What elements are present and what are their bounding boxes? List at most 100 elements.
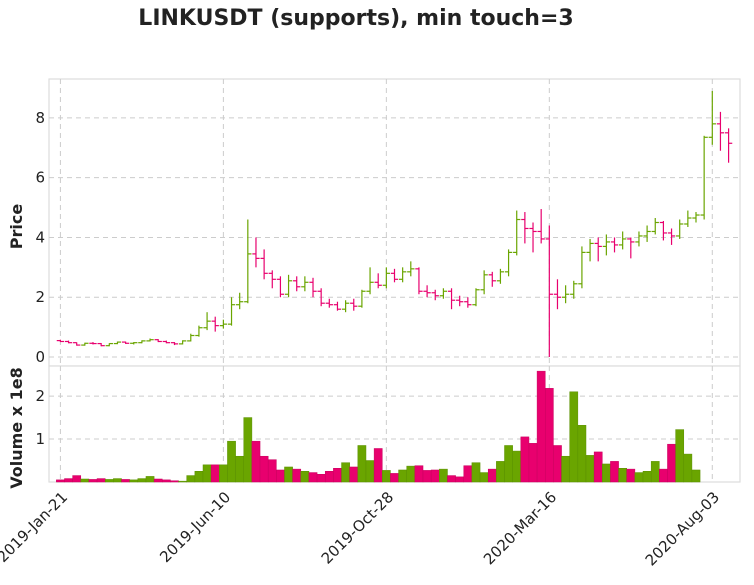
candle	[89, 342, 97, 345]
price-axis-label: Price	[7, 204, 26, 250]
volume-bar	[504, 445, 513, 483]
volume-bar	[80, 478, 90, 483]
volume-y-tick: 2	[35, 387, 45, 405]
candle	[268, 270, 276, 289]
candle	[627, 237, 635, 259]
volume-bar	[618, 468, 627, 483]
candle	[521, 212, 529, 244]
volume-bar	[398, 469, 407, 483]
volume-bar	[512, 450, 522, 483]
volume-bar	[243, 417, 253, 483]
candle	[350, 298, 358, 311]
candle	[154, 339, 162, 343]
candle	[545, 225, 553, 358]
candle	[178, 340, 187, 345]
candle	[480, 270, 488, 295]
candle	[415, 267, 423, 295]
candle	[276, 276, 285, 298]
price-y-tick: 4	[35, 228, 45, 246]
candle	[716, 111, 725, 151]
volume-bar	[642, 471, 652, 483]
volume-bar	[227, 440, 236, 483]
candle	[73, 342, 81, 346]
volume-bar	[455, 476, 465, 483]
candle	[211, 316, 219, 332]
candle	[203, 312, 211, 331]
candle	[610, 237, 619, 253]
volume-bar	[267, 459, 277, 483]
candle	[667, 228, 676, 245]
candle	[692, 212, 700, 223]
candle	[130, 342, 138, 345]
chart-title: LINKUSDT (supports), min touch=3	[138, 6, 574, 31]
volume-bar	[553, 445, 562, 483]
candle	[594, 237, 602, 262]
volume-bar	[463, 465, 473, 483]
volume-bar	[593, 451, 603, 483]
volume-bar	[634, 472, 644, 483]
candle	[423, 285, 431, 298]
volume-bar	[430, 469, 440, 483]
x-tick-label: 2020-Mar-16	[480, 488, 560, 568]
candle	[382, 267, 391, 289]
volume-bar	[659, 468, 668, 483]
volume-bar	[487, 468, 497, 483]
volume-bar	[316, 474, 326, 483]
volume-bar	[675, 429, 685, 483]
volume-bar	[577, 425, 587, 483]
candle	[162, 340, 171, 344]
volume-bar	[602, 463, 611, 483]
candle	[447, 288, 456, 310]
candle	[105, 342, 113, 347]
candle	[635, 231, 643, 247]
candle	[293, 276, 301, 292]
volume-bar	[292, 468, 302, 483]
candle	[64, 340, 73, 344]
volume-bar	[333, 468, 342, 483]
candle	[643, 225, 651, 242]
volume-bar	[64, 478, 73, 483]
volume-bar	[145, 476, 155, 483]
x-tick-label: 2020-Aug-03	[642, 488, 723, 569]
candle	[113, 341, 122, 345]
volume-bar	[683, 453, 693, 483]
candle	[341, 300, 350, 313]
volume-bar	[520, 436, 530, 483]
volume-bar	[56, 479, 65, 483]
candle	[488, 271, 496, 287]
volume-bar	[390, 473, 399, 483]
price-panel	[48, 78, 741, 367]
candle	[244, 219, 252, 304]
candle	[325, 298, 333, 308]
volume-bar	[194, 471, 204, 483]
candle	[676, 219, 684, 239]
candle	[56, 339, 65, 343]
volume-bar	[235, 455, 245, 483]
volume-bar	[300, 471, 310, 483]
volume-bar	[284, 466, 293, 483]
volume-bar	[276, 469, 285, 483]
volume-bar	[496, 461, 505, 483]
candle	[170, 342, 179, 346]
volume-bar	[439, 468, 448, 483]
candle	[570, 280, 578, 299]
volume-bar	[113, 478, 122, 483]
volume-bar	[382, 470, 391, 483]
candle	[146, 338, 154, 342]
volume-bar	[422, 470, 432, 483]
volume-bar	[373, 448, 383, 483]
candle	[81, 342, 89, 346]
volume-bar	[471, 462, 481, 483]
candle	[260, 249, 268, 280]
volume-bar	[324, 471, 334, 483]
candle	[431, 289, 439, 301]
candle	[187, 333, 195, 342]
volume-bar	[72, 475, 82, 483]
candle	[602, 234, 611, 256]
candle	[578, 246, 586, 289]
volume-bar	[406, 465, 416, 483]
volume-bar	[202, 464, 212, 483]
candle	[366, 267, 374, 295]
volume-bar	[650, 461, 660, 483]
